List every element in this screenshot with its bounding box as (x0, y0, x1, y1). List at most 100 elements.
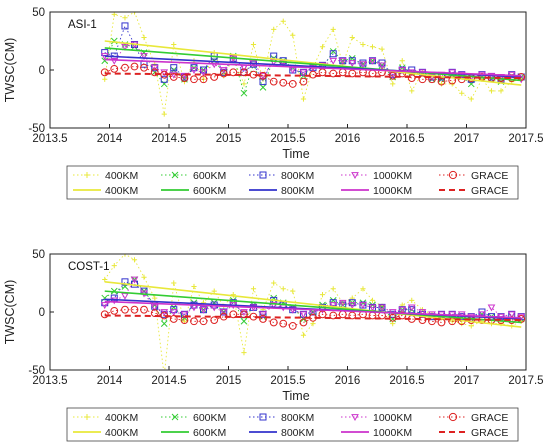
data-point-600km (101, 57, 109, 65)
data-point-1000km (398, 306, 407, 314)
data-point-grace (210, 316, 219, 325)
legend-item-grace: GRACE (439, 412, 508, 424)
data-point-grace (110, 64, 119, 73)
data-point-400km (122, 254, 128, 257)
data-point-1000km (121, 43, 129, 51)
legend-label: 600KM (193, 170, 226, 182)
data-point-400km (409, 88, 415, 94)
data-point-grace (169, 73, 178, 81)
legend-item-grace: GRACE (439, 170, 508, 182)
data-point-400km (330, 286, 336, 292)
legend-marker (259, 171, 267, 179)
data-point-grace (348, 311, 357, 320)
legend-label: GRACE (471, 427, 508, 439)
data-point-400km (290, 288, 296, 294)
x-tick-label: 2016 (335, 375, 361, 387)
data-point-600km (160, 320, 168, 327)
data-point-1000km (259, 311, 267, 319)
data-point-800km (408, 306, 416, 314)
data-point-grace (288, 322, 297, 330)
data-point-grace (318, 68, 327, 77)
legend-label: GRACE (471, 412, 508, 424)
legend-label: 1000KM (373, 185, 412, 197)
legend-marker (448, 412, 458, 422)
legend-item-600km: 600KM (161, 170, 226, 182)
data-point-1000km (299, 311, 308, 319)
legend-marker (448, 170, 458, 180)
data-point-400km (131, 12, 138, 15)
legend-box (66, 407, 519, 442)
data-point-400km (360, 286, 366, 292)
data-point-1000km (259, 72, 267, 80)
x-tick-label: 2015.5 (270, 375, 305, 387)
data-point-400km (141, 274, 147, 280)
data-point-1000km (368, 304, 377, 312)
data-point-grace (437, 77, 446, 86)
chart-title: COST-1 (68, 261, 110, 273)
legend-label: 800KM (281, 185, 314, 197)
y-axis-label: TWSC(CM) (3, 280, 17, 345)
data-point-600km (240, 317, 248, 325)
data-point-grace (279, 319, 288, 328)
data-point-grace (190, 75, 198, 84)
legend-item-800km: 800KM (249, 412, 314, 424)
data-point-400km (300, 96, 307, 102)
data-point-400km (181, 318, 188, 324)
x-tick-label: 2014 (97, 375, 123, 387)
x-tick-label: 2015 (216, 133, 242, 145)
legend-item-400km: 400KM (73, 412, 138, 424)
data-point-grace (240, 68, 248, 77)
data-point-grace (121, 63, 129, 72)
data-point-600km (240, 89, 248, 97)
data-point-1000km (478, 311, 486, 319)
x-tick-label: 2013.5 (32, 133, 67, 145)
plot-area (100, 12, 526, 117)
legend-box (66, 165, 519, 200)
trend-line-1000km (104, 300, 522, 319)
legend-item-grace: GRACE (439, 427, 508, 439)
data-point-grace (229, 310, 238, 319)
data-point-1000km (150, 304, 159, 312)
data-point-grace (150, 68, 159, 77)
data-point-400km (122, 15, 128, 21)
data-point-1000km (329, 57, 338, 65)
chart-panel-2: 2013.5 2014 2014.5 2015 2015.5 2016 2016.5 2017… (3, 249, 544, 442)
x-tick-label: 2016.5 (389, 375, 424, 387)
data-point-grace (269, 77, 278, 86)
data-point-grace (100, 310, 109, 319)
data-point-1000km (487, 304, 496, 312)
data-point-400km (459, 321, 465, 327)
x-tick-label: 2015.5 (270, 133, 305, 145)
data-point-grace (180, 74, 189, 83)
data-point-grace (299, 77, 308, 86)
legend-item-800km: 800KM (249, 427, 314, 439)
data-point-1000km (457, 311, 466, 319)
data-point-400km (438, 81, 445, 87)
legend-item-600km: 600KM (161, 185, 226, 197)
data-point-1000km (288, 306, 297, 314)
legend-item-grace: GRACE (439, 185, 508, 197)
data-point-grace (229, 68, 238, 77)
data-point-1000km (517, 313, 526, 321)
data-point-1000km (329, 302, 338, 310)
chart-panel-1: 2013.5 2014 2014.5 2015 2015.5 2016 2016.5 2017… (3, 7, 544, 200)
legend-marker (351, 172, 359, 180)
legend-marker (171, 413, 179, 421)
y-tick-label: 50 (32, 249, 45, 261)
data-point-grace (279, 78, 288, 87)
data-point-400km (498, 88, 504, 94)
y-tick-label: 50 (32, 7, 45, 19)
data-point-1000km (299, 69, 308, 77)
data-point-1000km (359, 61, 367, 69)
trend-line-400km (104, 281, 522, 328)
data-point-400km (131, 257, 138, 263)
series-line-grace (104, 309, 522, 327)
x-tick-label: 2017 (454, 375, 480, 387)
data-point-400km (271, 280, 277, 286)
legend: 400KM 600KM 800KM 1000KM GRACE 400KM 600KM 800K… (66, 165, 519, 200)
trend-line-1000km (104, 58, 522, 77)
legend-item-1000km: 1000KM (341, 412, 412, 424)
y-tick-label: 0 (39, 65, 45, 77)
x-tick-label: 2014 (97, 133, 123, 145)
